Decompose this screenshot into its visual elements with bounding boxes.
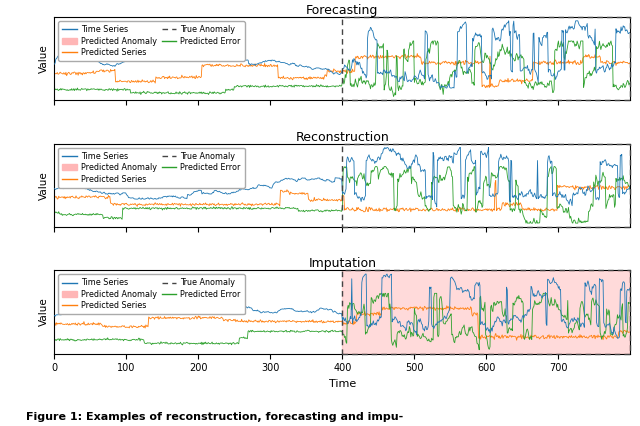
Text: Figure 1: Examples of reconstruction, forecasting and impu-: Figure 1: Examples of reconstruction, fo… [26,412,403,422]
Title: Imputation: Imputation [308,257,376,270]
Bar [342,144,630,227]
Bar [342,270,630,354]
Legend: Time Series, Predicted Anomaly, Predicted Series, True Anomaly, Predicted Error: Time Series, Predicted Anomaly, Predicte… [58,274,244,314]
Legend: Time Series, Predicted Anomaly, Predicted Series, True Anomaly, Predicted Error: Time Series, Predicted Anomaly, Predicte… [58,148,244,187]
Y-axis label: Value: Value [39,171,49,200]
Title: Forecasting: Forecasting [306,4,379,17]
X-axis label: Time: Time [329,379,356,389]
Bar [342,270,630,354]
Y-axis label: Value: Value [39,44,49,73]
Bar [342,17,630,101]
Y-axis label: Value: Value [39,297,49,326]
Title: Reconstruction: Reconstruction [296,131,389,144]
Legend: Time Series, Predicted Anomaly, Predicted Series, True Anomaly, Predicted Error: Time Series, Predicted Anomaly, Predicte… [58,21,244,61]
